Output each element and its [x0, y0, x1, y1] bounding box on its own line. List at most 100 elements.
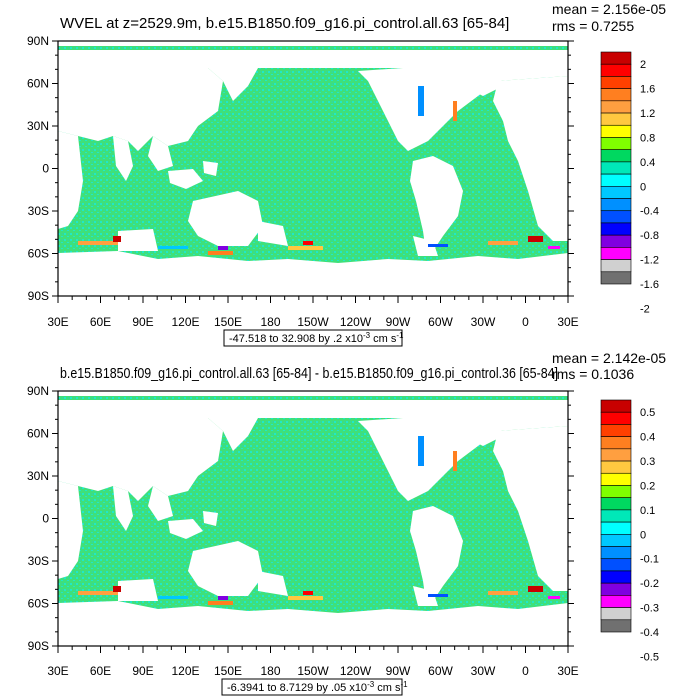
lon-tick-label: 30E: [557, 664, 578, 678]
colorbar-swatch: [600, 186, 632, 199]
lat-tick-label: 30S: [28, 554, 49, 568]
svg-text:-6.3941 to 8.7129 by .05 x10-3: -6.3941 to 8.7129 by .05 x10-3 cm s-1: [227, 680, 408, 694]
colorbar-swatch: [600, 124, 632, 138]
lat-tick-label: 60N: [27, 77, 49, 91]
lon-tick-label: 30E: [47, 315, 68, 329]
colorbar-swatch: [600, 448, 632, 462]
colorbar-swatch: [600, 76, 632, 89]
lat-tick-label: 60S: [28, 247, 49, 261]
colorbar-swatch: [600, 485, 632, 498]
colorbar-swatch: [600, 271, 632, 285]
lon-tick-label: 90E: [132, 315, 153, 329]
panel-2-title: b.e15.B1850.f09_g16.pi_control.all.63 [6…: [60, 365, 558, 382]
lon-tick-label: 90E: [132, 664, 153, 678]
colorbar-label: -2: [640, 303, 650, 315]
colorbar-swatch: [600, 570, 632, 584]
colorbar-swatch: [600, 112, 632, 126]
colorbar-swatch: [600, 222, 632, 236]
lon-tick-label: 90W: [386, 664, 411, 678]
panel-1-map: [57, 40, 569, 297]
colorbar-swatch: [600, 619, 632, 633]
lon-tick-label: 30W: [471, 315, 496, 329]
colorbar-swatch: [600, 521, 632, 535]
lat-tick-label: 30N: [27, 469, 49, 483]
lon-tick-label: 60E: [90, 315, 111, 329]
lon-tick-label: 150E: [214, 664, 242, 678]
colorbar-label: -0.3: [640, 603, 659, 615]
panel-1-title: WVEL at z=2529.9m, b.e15.B1850.f09_g16.p…: [60, 15, 509, 32]
colorbar-label: 2: [640, 59, 646, 71]
colorbar-label: -1.6: [640, 279, 659, 291]
lon-tick-label: 90W: [386, 315, 411, 329]
range-exponent: -3: [367, 680, 375, 689]
colorbar-swatch: [600, 149, 632, 163]
lat-tick-label: 0: [42, 512, 49, 526]
panel-2-lon-axis: 30E 60E 90E 120E 150E 180 150W 120W 90W 60W 30W 0 30…: [47, 646, 579, 678]
lon-tick-label: 150W: [297, 315, 329, 329]
lat-tick-label: 90N: [27, 384, 49, 398]
colorbar-label: 0.1: [640, 505, 655, 517]
colorbar-swatch: [600, 411, 632, 425]
range-unit: cm s: [374, 682, 401, 694]
lon-tick-label: 60E: [90, 664, 111, 678]
colorbar-label: 0.4: [640, 432, 655, 444]
panel-2-colorbar: 0.5 0.4 0.3 0.2 0.1 0 -0.1 -0.2 -0.3 -0.4 -0.5: [600, 399, 659, 663]
colorbar-swatch: [600, 198, 632, 212]
colorbar-label: 0.8: [640, 132, 655, 144]
colorbar-swatch: [600, 546, 632, 560]
colorbar-swatch: [600, 51, 632, 65]
range-exponent: -3: [363, 331, 371, 340]
colorbar-swatch: [600, 558, 632, 572]
colorbar-swatch: [600, 137, 632, 150]
colorbar-swatch: [600, 595, 632, 608]
colorbar-swatch: [600, 424, 632, 437]
lon-tick-label: 150E: [214, 315, 242, 329]
lat-tick-label: 30S: [28, 204, 49, 218]
lon-tick-label: 150W: [297, 664, 329, 678]
colorbar-swatch: [600, 173, 632, 187]
lon-tick-label: 120E: [171, 664, 199, 678]
colorbar-swatch: [600, 436, 632, 450]
lon-tick-label: 30E: [47, 664, 68, 678]
panel-2-rms: rms = 0.1036: [552, 366, 634, 382]
colorbar-label: -0.5: [640, 651, 659, 663]
lat-tick-label: 90S: [28, 289, 49, 303]
colorbar-swatch: [600, 472, 632, 486]
lon-tick-label: 30E: [557, 315, 578, 329]
panel-1-rms: rms = 0.7255: [552, 18, 634, 34]
lon-tick-label: 0: [522, 664, 529, 678]
svg-text:-47.518 to 32.908 by .2 x10-3: -47.518 to 32.908 by .2 x10-3 cm s-1: [229, 331, 404, 345]
panel-1-range-box: -47.518 to 32.908 by .2 x10-3 cm s-1: [223, 329, 404, 347]
range-label: -6.3941 to 8.7129 by .05 x10: [227, 682, 367, 694]
lon-tick-label: 60W: [428, 664, 453, 678]
lon-tick-label: 120W: [340, 315, 372, 329]
lat-tick-label: 90N: [27, 34, 49, 48]
lat-tick-label: 0: [42, 162, 49, 176]
colorbar-swatch: [600, 88, 632, 102]
colorbar-swatch: [600, 497, 632, 511]
panel-1-mean: mean = 2.156e-05: [552, 1, 666, 17]
colorbar-swatch: [600, 509, 632, 523]
colorbar-swatch: [600, 582, 632, 596]
colorbar-label: -0.8: [640, 230, 659, 242]
lon-tick-label: 180: [260, 664, 280, 678]
colorbar-label: 0.5: [640, 407, 655, 419]
colorbar-label: 0: [640, 529, 646, 541]
lon-tick-label: 0: [522, 315, 529, 329]
colorbar-label: 1.6: [640, 84, 655, 96]
colorbar-swatch: [600, 161, 632, 175]
panel-1: WVEL at z=2529.9m, b.e15.B1850.f09_g16.p…: [27, 1, 666, 347]
panel-2-lat-axis: 90N 60N 30N 0 30S 60S 90S: [27, 384, 574, 653]
range-label: -47.518 to 32.908 by .2 x10: [229, 333, 363, 345]
lon-tick-label: 180: [260, 315, 280, 329]
panel-1-lat-axis: 90N 60N 30N 0 30S 60S 90S: [27, 34, 574, 303]
colorbar-swatch: [600, 460, 632, 474]
colorbar-swatch: [600, 607, 632, 621]
lon-tick-label: 120E: [171, 315, 199, 329]
range-unit-exponent: -1: [400, 680, 408, 689]
colorbar-swatch: [600, 234, 632, 248]
colorbar-label: -0.4: [640, 206, 659, 218]
lat-tick-label: 30N: [27, 119, 49, 133]
colorbar-swatch: [600, 259, 632, 273]
